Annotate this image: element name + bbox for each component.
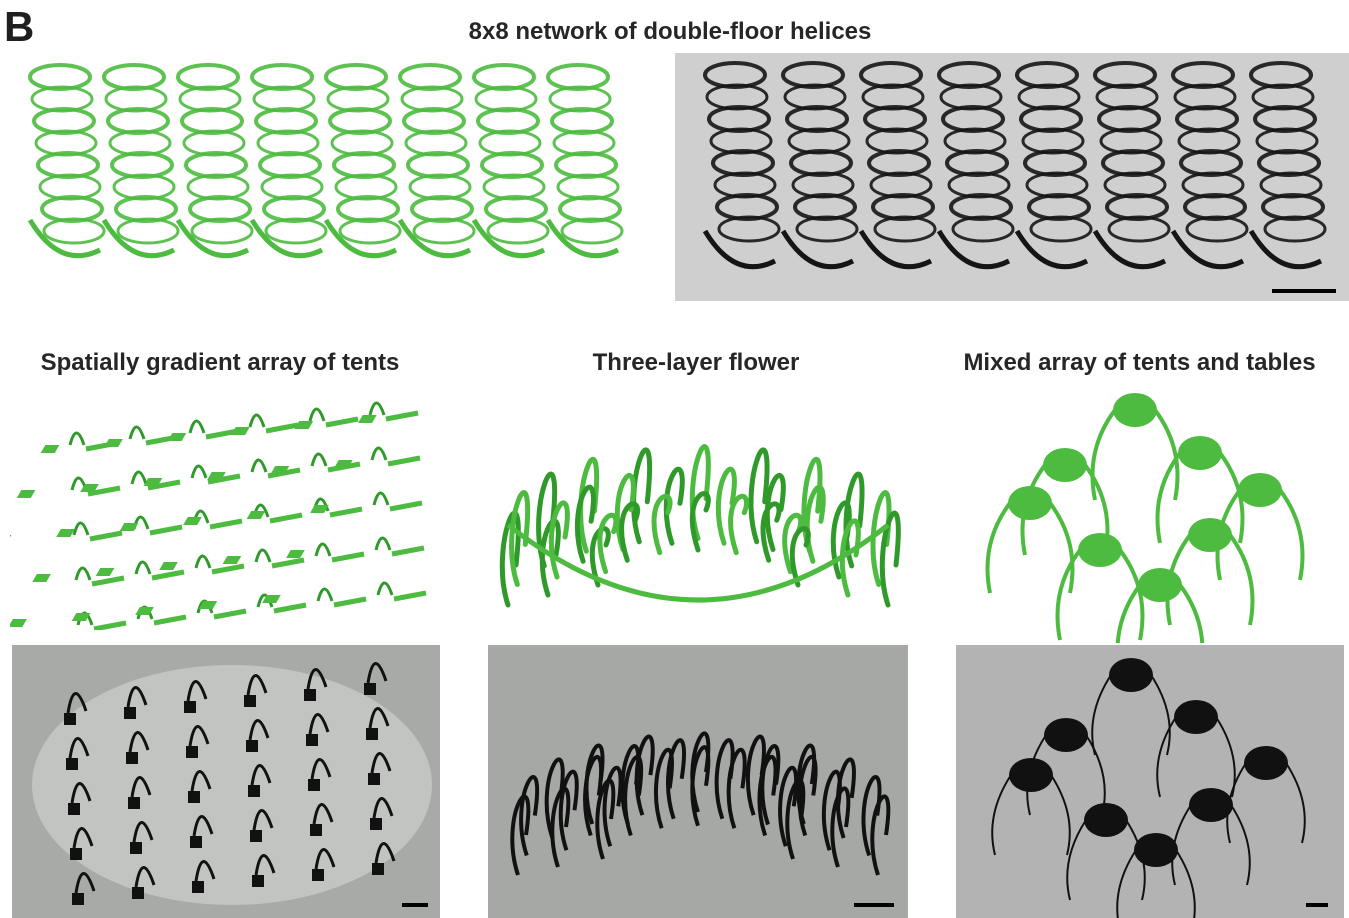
- title-flower: Three-layer flower: [592, 349, 800, 376]
- helices-photo: [675, 53, 1349, 301]
- scale-bar: [854, 903, 894, 907]
- helices-model-image: [5, 55, 645, 290]
- mixed-photo: [956, 645, 1344, 918]
- tents-photo: [12, 645, 440, 918]
- mixed-model-image: [960, 385, 1340, 643]
- title-mixed: Mixed array of tents and tables: [963, 349, 1316, 376]
- scale-bar: [1272, 289, 1336, 293]
- scale-bar: [402, 903, 428, 907]
- flower-model-image: [488, 385, 908, 640]
- tents-model-image: [10, 385, 440, 630]
- scale-bar: [1306, 903, 1328, 907]
- flower-photo: [488, 645, 908, 918]
- title-tents: Spatially gradient array of tents: [40, 349, 400, 376]
- title-helices: 8x8 network of double-floor helices: [468, 18, 872, 45]
- panel-label: B: [4, 3, 35, 50]
